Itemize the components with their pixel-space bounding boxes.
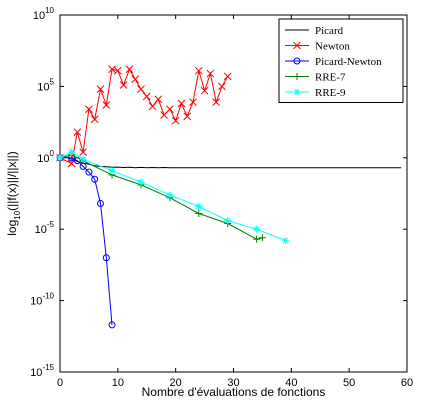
data-point-newton (148, 102, 157, 111)
data-point-rre-9 (56, 154, 64, 162)
data-point-newton (142, 92, 151, 101)
data-point-newton (96, 85, 105, 94)
data-point-newton (102, 101, 111, 109)
data-point-newton (85, 105, 93, 114)
data-point-newton (194, 66, 203, 75)
data-point-rre-9 (137, 178, 145, 186)
data-point-rre-9 (108, 167, 116, 175)
data-point-newton (108, 65, 116, 74)
series-line-picard (60, 156, 402, 169)
y-tick-label: 100 (37, 149, 54, 165)
data-point-rre-7 (195, 209, 203, 217)
x-tick-label: 40 (285, 377, 297, 389)
data-point-picard-newton (85, 168, 93, 176)
data-point-newton (90, 115, 99, 124)
y-tick-label: 105 (37, 77, 54, 93)
x-tick-label: 30 (227, 377, 239, 389)
data-point-newton (183, 112, 192, 121)
data-point-newton (189, 98, 197, 106)
data-point-newton (154, 95, 163, 104)
data-point-picard-newton (96, 199, 104, 207)
data-point-rre-9 (68, 148, 76, 156)
data-point-newton (119, 81, 128, 89)
y-axis-label: log10(||f(x)||/||x||) (5, 151, 22, 236)
legend-label-picard: Picard (315, 25, 344, 37)
data-point-rre-9 (253, 225, 261, 233)
legend-label-rre-9: RRE-9 (315, 87, 346, 99)
data-point-newton (137, 85, 145, 94)
data-point-newton (166, 105, 174, 114)
data-point-picard-newton (91, 175, 99, 183)
data-point-newton (113, 66, 122, 75)
data-point-rre-9 (166, 191, 174, 199)
x-axis-label: Nombre d'évaluations de fonctions (142, 385, 326, 399)
data-point-picard-newton (102, 254, 110, 262)
legend-marker-rre-7 (293, 73, 301, 80)
data-point-newton (218, 82, 226, 91)
legend-marker-newton (293, 41, 301, 50)
x-tick-label: 20 (170, 377, 182, 389)
data-point-newton (206, 69, 215, 78)
y-tick-label: 1010 (33, 6, 55, 22)
y-tick-label: 10-5 (35, 220, 55, 236)
data-point-newton (177, 99, 186, 108)
data-point-newton (171, 116, 180, 125)
legend-marker-picard-newton (293, 57, 301, 65)
series-line-rre-7 (60, 154, 263, 240)
x-tick-label: 60 (401, 377, 413, 389)
data-point-newton (212, 98, 221, 106)
data-point-newton (131, 75, 140, 84)
series-line-rre-9 (60, 151, 286, 242)
data-point-rre-9 (282, 237, 290, 245)
data-point-newton (125, 65, 134, 74)
y-tick-label: 10-15 (30, 363, 54, 379)
data-point-newton (79, 148, 87, 156)
data-point-rre-7 (253, 235, 261, 243)
data-point-rre-9 (79, 155, 87, 163)
data-point-rre-7 (258, 234, 266, 242)
x-tick-label: 50 (343, 377, 355, 389)
x-tick-label: 0 (57, 377, 63, 389)
y-tick-label: 10-10 (30, 292, 54, 308)
legend-label-picard-newton: Picard-Newton (315, 56, 382, 68)
legend-label-rre-7: RRE-7 (315, 72, 346, 84)
data-point-rre-9 (195, 202, 203, 210)
data-point-picard-newton (108, 321, 116, 329)
legend-label-newton: Newton (315, 41, 350, 53)
data-point-newton (73, 128, 82, 136)
series-line-picard-newton (60, 157, 113, 325)
legend-marker-rre-9 (293, 88, 301, 96)
data-point-newton (200, 86, 209, 95)
data-point-rre-9 (224, 217, 232, 225)
data-point-newton (223, 72, 232, 81)
x-tick-label: 10 (112, 377, 124, 389)
